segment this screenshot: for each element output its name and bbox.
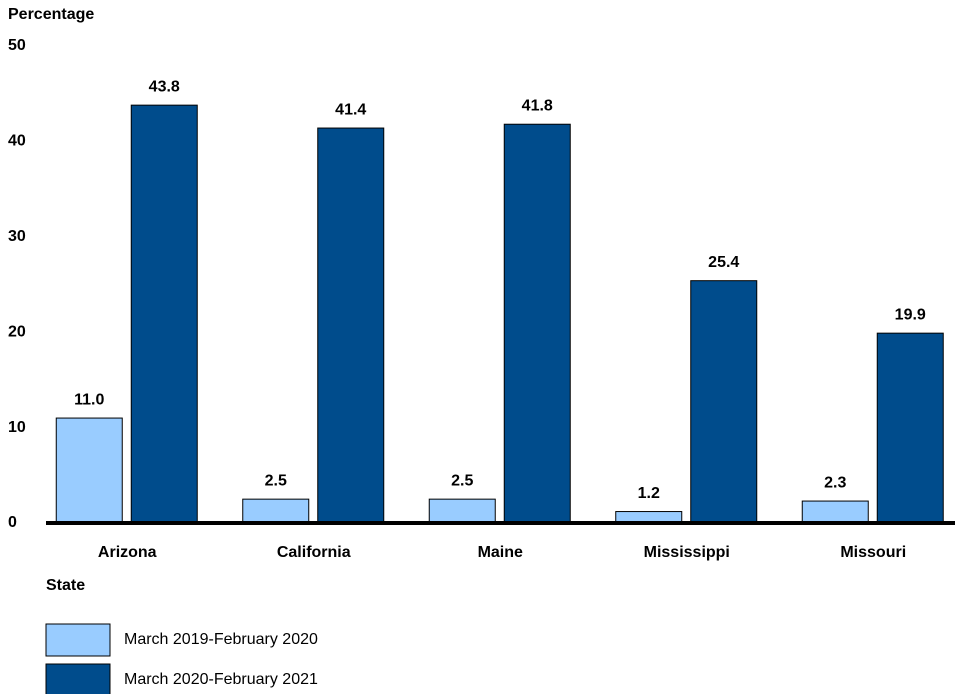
legend-label: March 2019-February 2020 bbox=[124, 631, 318, 648]
bar bbox=[801, 500, 869, 524]
x-tick-label: Arizona bbox=[98, 544, 157, 561]
legend-label: March 2020-February 2021 bbox=[124, 671, 318, 688]
value-label: 2.3 bbox=[824, 474, 846, 491]
bar bbox=[503, 123, 571, 524]
bar bbox=[242, 498, 310, 524]
bar bbox=[876, 332, 944, 524]
value-label: 41.8 bbox=[522, 97, 553, 114]
value-label: 43.8 bbox=[149, 78, 180, 95]
y-tick-label: 20 bbox=[8, 323, 26, 340]
x-tick-label: Mississippi bbox=[644, 544, 730, 561]
legend-swatch bbox=[45, 623, 111, 657]
value-label: 19.9 bbox=[895, 306, 926, 323]
value-label: 41.4 bbox=[335, 101, 366, 118]
y-tick-label: 0 bbox=[8, 514, 17, 531]
bar bbox=[130, 104, 198, 524]
x-tick-label: California bbox=[277, 544, 351, 561]
bar bbox=[428, 498, 496, 524]
y-tick-label: 30 bbox=[8, 228, 26, 245]
x-tick-label: Missouri bbox=[840, 544, 906, 561]
value-label: 1.2 bbox=[638, 485, 660, 502]
y-tick-label: 10 bbox=[8, 419, 26, 436]
y-tick-label: 40 bbox=[8, 133, 26, 150]
x-tick-label: Maine bbox=[478, 544, 523, 561]
y-axis-title: Percentage bbox=[8, 6, 94, 23]
bar bbox=[55, 417, 123, 524]
y-tick-label: 50 bbox=[8, 37, 26, 54]
value-label: 2.5 bbox=[265, 472, 287, 489]
bar bbox=[690, 280, 758, 524]
legend-swatch bbox=[45, 663, 111, 694]
value-label: 11.0 bbox=[74, 391, 104, 408]
value-label: 25.4 bbox=[708, 254, 739, 271]
value-label: 2.5 bbox=[451, 472, 473, 489]
x-axis-title: State bbox=[46, 577, 85, 594]
bar bbox=[317, 127, 385, 524]
